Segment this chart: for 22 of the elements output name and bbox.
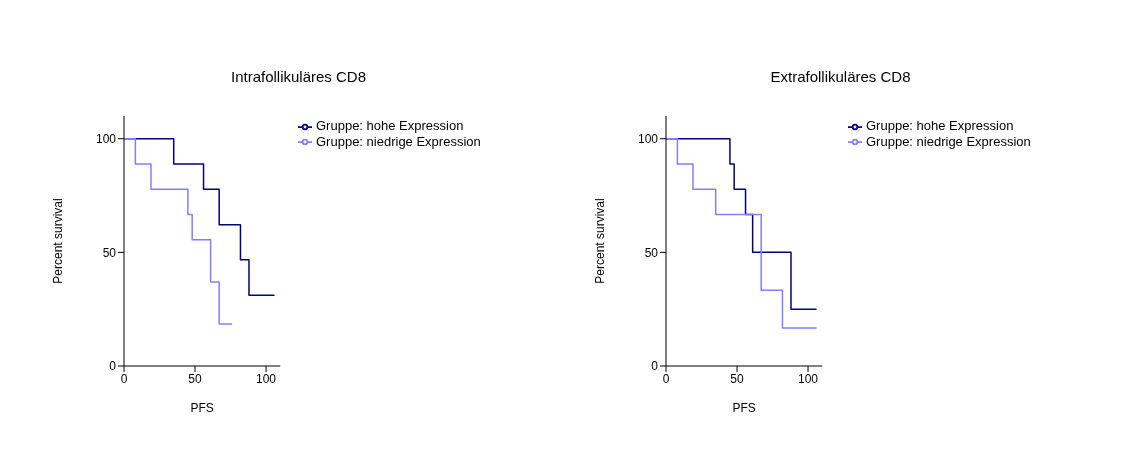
legend-label: Gruppe: niedrige Expression (866, 133, 1031, 149)
y-tick-label: 0 (109, 359, 117, 374)
x-tick-label: 100 (798, 371, 819, 386)
x-tick-label: 0 (662, 371, 670, 386)
legend-label: Gruppe: niedrige Expression (316, 133, 481, 149)
chart-title: Extrafollikuläres CD8 (769, 68, 912, 85)
legend-label: Gruppe: hohe Expression (866, 118, 1014, 133)
x-tick-label: 50 (730, 371, 745, 386)
y-axis-title: Percent survival (51, 198, 66, 284)
x-axis-title: PFS (732, 401, 756, 415)
y-tick-label: 100 (637, 131, 659, 146)
x-axis-title: PFS (190, 401, 214, 415)
x-tick-label: 100 (256, 371, 277, 386)
y-tick-label: 0 (651, 359, 659, 374)
chart-title: Intrafollikuläres CD8 (229, 68, 368, 85)
y-tick-label: 50 (644, 245, 659, 260)
legend-label: Gruppe: hohe Expression (316, 118, 464, 133)
y-tick-label: 50 (102, 245, 117, 260)
x-tick-label: 50 (188, 371, 203, 386)
y-tick-label: 100 (95, 131, 117, 146)
x-tick-label: 0 (120, 371, 128, 386)
y-axis-title: Percent survival (593, 198, 608, 284)
